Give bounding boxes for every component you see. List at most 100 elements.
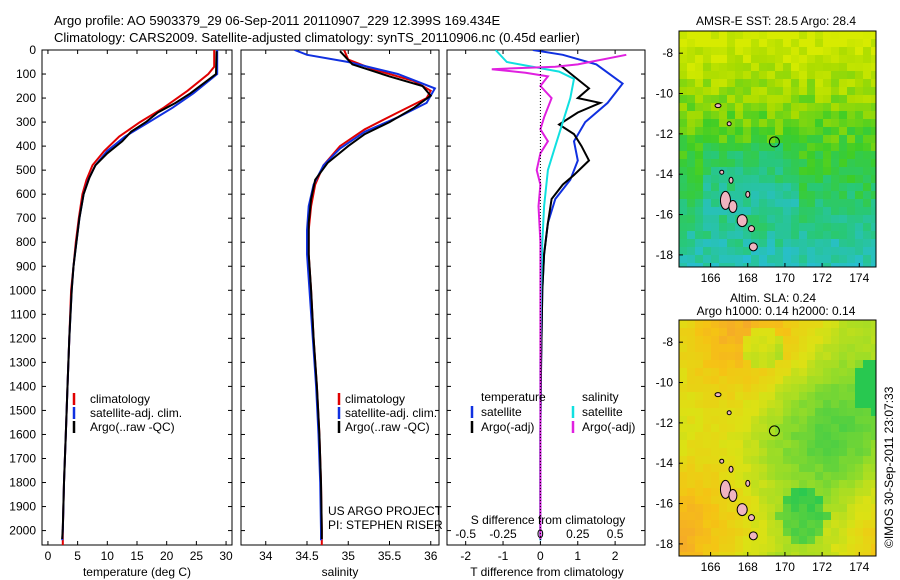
map-cell xyxy=(847,544,856,553)
s-difference-ticks: -0.5 -0.25 0 0.25 0.5 xyxy=(455,527,623,541)
map-cell xyxy=(775,239,784,248)
map-cell xyxy=(855,183,864,192)
map-cell xyxy=(839,239,848,248)
map-cell xyxy=(759,480,768,489)
map-cell xyxy=(839,496,848,505)
map-cell xyxy=(711,55,720,64)
map-cell xyxy=(863,552,872,556)
map-cell xyxy=(791,31,800,40)
map-cell xyxy=(791,504,800,513)
map-cell xyxy=(839,55,848,64)
map-cell xyxy=(855,127,864,136)
map-cell xyxy=(679,328,688,337)
map-cell xyxy=(711,472,720,481)
map-cell xyxy=(703,432,712,441)
map-cell xyxy=(679,384,688,393)
map-cell xyxy=(839,167,848,176)
map-cell xyxy=(783,191,792,200)
map-cell xyxy=(839,63,848,72)
map-cell xyxy=(847,536,856,545)
map-cell xyxy=(695,416,704,425)
map-cell xyxy=(807,408,816,417)
map-cell xyxy=(783,536,792,545)
map-cell xyxy=(767,384,776,393)
map-cell xyxy=(727,55,736,64)
map-cell xyxy=(823,472,832,481)
map-cell xyxy=(847,119,856,128)
map-cell xyxy=(847,504,856,513)
map-cell xyxy=(711,456,720,465)
map-cell xyxy=(759,103,768,112)
map-cell xyxy=(799,384,808,393)
map-cell xyxy=(679,31,688,40)
map-cell xyxy=(695,255,704,264)
map-cell xyxy=(759,376,768,385)
map-cell xyxy=(727,71,736,80)
map-cell xyxy=(783,400,792,409)
map-cell xyxy=(759,360,768,369)
map-cell xyxy=(839,247,848,256)
map-cell xyxy=(727,127,736,136)
map-cell xyxy=(735,191,744,200)
map-cell xyxy=(727,111,736,120)
map-cell xyxy=(791,392,800,401)
map-cell xyxy=(807,263,816,267)
map-cell xyxy=(799,127,808,136)
map-cell xyxy=(687,480,696,489)
difference-xlabel: T difference from climatology xyxy=(470,565,624,579)
lat-tick-label: -16 xyxy=(656,208,674,222)
map-cell xyxy=(871,512,876,521)
map-cell xyxy=(783,440,792,449)
map-cell xyxy=(735,103,744,112)
map-cell xyxy=(871,480,876,489)
map-cell xyxy=(799,135,808,144)
map-cell xyxy=(815,400,824,409)
map-cell xyxy=(687,360,696,369)
map-cell xyxy=(695,183,704,192)
map-cell xyxy=(767,183,776,192)
map-cell xyxy=(703,247,712,256)
map-cell xyxy=(799,103,808,112)
map-cell xyxy=(823,384,832,393)
map-cell xyxy=(839,448,848,457)
map-cell xyxy=(847,31,856,40)
map-cell xyxy=(767,255,776,264)
map-cell xyxy=(807,63,816,72)
map-cell xyxy=(863,336,872,345)
map-cell xyxy=(703,223,712,232)
map-cell xyxy=(839,480,848,489)
map-cell xyxy=(839,360,848,369)
map-cell xyxy=(863,167,872,176)
map-cell xyxy=(847,207,856,216)
map-cell xyxy=(759,432,768,441)
map-cell xyxy=(759,320,768,329)
map-cell xyxy=(847,159,856,168)
map-cell xyxy=(687,472,696,481)
map-cell xyxy=(799,416,808,425)
map-cell xyxy=(807,392,816,401)
map-cell xyxy=(855,336,864,345)
map-cell xyxy=(711,320,720,329)
map-cell xyxy=(743,496,752,505)
map-cell xyxy=(871,263,876,267)
map-cell xyxy=(783,504,792,513)
map-cell xyxy=(679,199,688,208)
map-cell xyxy=(823,528,832,537)
map-cell xyxy=(695,432,704,441)
map-cell xyxy=(863,472,872,481)
map-cell xyxy=(711,143,720,152)
map-cell xyxy=(703,424,712,433)
map-cell xyxy=(695,552,704,556)
map-cell xyxy=(783,448,792,457)
map-cell xyxy=(775,55,784,64)
map-cell xyxy=(823,336,832,345)
map-cell xyxy=(703,472,712,481)
island xyxy=(745,479,751,487)
map-cell xyxy=(735,440,744,449)
map-cell xyxy=(799,320,808,329)
island xyxy=(726,410,732,416)
map-cell xyxy=(855,111,864,120)
lat-tick-label: -8 xyxy=(662,46,673,60)
map-cell xyxy=(679,103,688,112)
map-cell xyxy=(679,512,688,521)
